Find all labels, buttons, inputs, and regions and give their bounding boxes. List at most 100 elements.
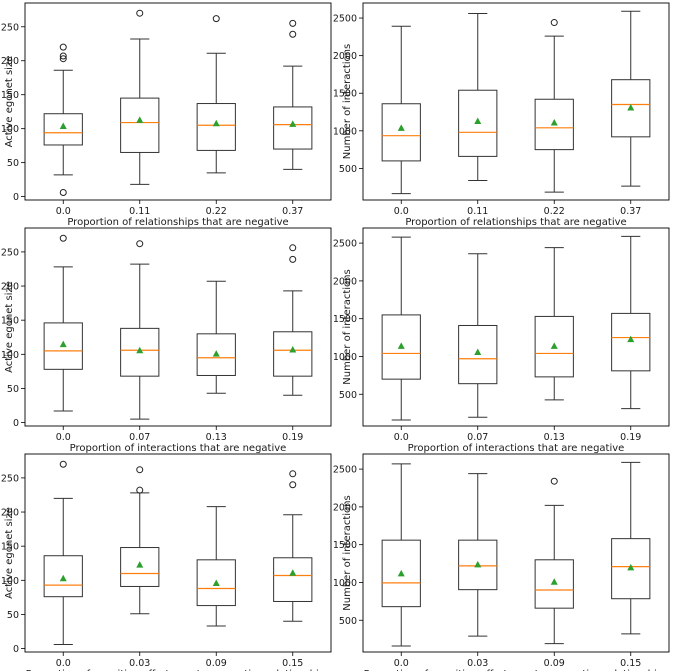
y-axis-label: Number of interactions (342, 269, 353, 384)
box-iqr (196, 333, 236, 376)
y-axis-label: Active egonet size (4, 56, 15, 148)
x-tick-label: 0.07 (129, 432, 150, 443)
box-iqr (534, 559, 574, 609)
y-tick-label: 0 (13, 418, 19, 429)
y-axis-label: Active egonet size (4, 507, 15, 599)
mean-marker (289, 346, 297, 353)
box-iqr (273, 106, 313, 150)
x-axis-label: Proportion of interactions that are nega… (408, 443, 625, 454)
box-iqr (458, 89, 498, 157)
x-tick-label: 0.19 (282, 432, 303, 443)
x-axis-label: Proportion of interactions that are nega… (70, 443, 287, 454)
x-tick-label: 0.37 (282, 206, 303, 217)
box-iqr (611, 312, 651, 372)
x-axis-label: Proportion of cognitive effort spent on … (364, 669, 669, 671)
mean-marker (212, 119, 220, 127)
x-tick-label: 0.15 (620, 658, 641, 669)
outlier-point (289, 30, 297, 38)
y-axis-label: Active egonet size (4, 281, 15, 373)
mean-marker (627, 563, 635, 571)
y-tick-label: 2500 (333, 239, 357, 250)
box-iqr (458, 539, 498, 591)
box-iqr (534, 315, 574, 378)
x-tick-label: 0.0 (56, 432, 71, 443)
axes-frame (362, 227, 670, 427)
outlier-point (212, 15, 220, 23)
x-tick-label: 0.22 (206, 206, 227, 217)
axes-frame (24, 2, 332, 201)
y-tick-label: 500 (339, 164, 357, 175)
y-tick-label: 50 (7, 384, 19, 395)
mean-marker (59, 574, 67, 582)
mean-marker (136, 561, 144, 568)
outlier-point (136, 9, 144, 17)
box-iqr (534, 98, 574, 151)
y-tick-label: 150 (1, 542, 19, 553)
box-iqr (43, 322, 83, 370)
y-tick-label: 1500 (333, 540, 357, 551)
x-axis-label: Proportion of cognitive effort spent on … (26, 669, 331, 671)
x-tick-label: 0.11 (467, 206, 488, 217)
y-tick-label: 500 (339, 616, 357, 627)
axes-frame (24, 453, 332, 653)
y-tick-label: 50 (7, 610, 19, 621)
x-tick-label: 0.0 (394, 658, 409, 669)
mean-marker (474, 348, 482, 355)
x-tick-label: 0.22 (544, 206, 565, 217)
y-tick-label: 250 (1, 473, 19, 484)
axes-frame (362, 2, 670, 201)
x-tick-label: 0.15 (282, 658, 303, 669)
outlier-point (59, 234, 67, 242)
y-tick-label: 1000 (333, 578, 357, 589)
x-tick-label: 0.37 (620, 206, 641, 217)
y-axis-label: Number of interactions (342, 495, 353, 610)
x-tick-label: 0.13 (206, 432, 227, 443)
y-tick-label: 150 (1, 90, 19, 101)
x-tick-label: 0.11 (129, 206, 150, 217)
outlier-point (136, 466, 144, 474)
x-tick-label: 0.09 (544, 658, 565, 669)
chart-panel-2: 500 1000 1500 2000 2500 0.0 0.11 0.22 0.37Propor… (333, 2, 670, 228)
mean-marker (397, 342, 405, 349)
box-iqr (611, 538, 651, 600)
y-tick-label: 50 (7, 158, 19, 169)
x-tick-label: 0.19 (620, 432, 641, 443)
chart-panel-3: 0 50 100 150 200 250 0.0 0.07 0.13 0.19Proportion… (1, 227, 332, 454)
y-tick-label: 1500 (333, 89, 357, 100)
outlier-point (59, 460, 67, 468)
outlier-point (289, 19, 297, 27)
mean-marker (59, 122, 67, 129)
y-tick-label: 500 (339, 390, 357, 401)
y-tick-label: 200 (1, 56, 19, 67)
outlier-point (59, 43, 67, 51)
x-tick-label: 0.0 (56, 206, 71, 217)
x-axis-label: Proportion of relationships that are neg… (67, 217, 288, 228)
mean-marker (550, 119, 558, 126)
mean-marker (289, 569, 297, 576)
y-tick-label: 2500 (333, 14, 357, 25)
box-iqr (196, 559, 236, 607)
mean-marker (136, 346, 144, 354)
outlier-point (289, 481, 297, 489)
x-tick-label: 0.0 (394, 206, 409, 217)
box-iqr (381, 103, 421, 162)
box-iqr (458, 324, 498, 385)
x-tick-label: 0.07 (467, 432, 488, 443)
outlier-point (59, 52, 67, 60)
mean-marker (550, 342, 558, 349)
mean-marker (474, 117, 482, 125)
y-tick-label: 1500 (333, 314, 357, 325)
y-tick-label: 0 (13, 192, 19, 203)
chart-panel-5: 0 50 100 150 200 250 0.0 0.03 0.09 0.15Proportion… (1, 453, 332, 671)
box-iqr (43, 113, 83, 146)
box-iqr (611, 79, 651, 138)
y-tick-label: 250 (1, 22, 19, 33)
y-tick-label: 1000 (333, 352, 357, 363)
y-tick-label: 100 (1, 124, 19, 135)
mean-marker (212, 350, 220, 357)
y-tick-label: 200 (1, 508, 19, 519)
y-tick-label: 2000 (333, 51, 357, 62)
outlier-point (289, 255, 297, 263)
box-iqr (381, 539, 421, 608)
